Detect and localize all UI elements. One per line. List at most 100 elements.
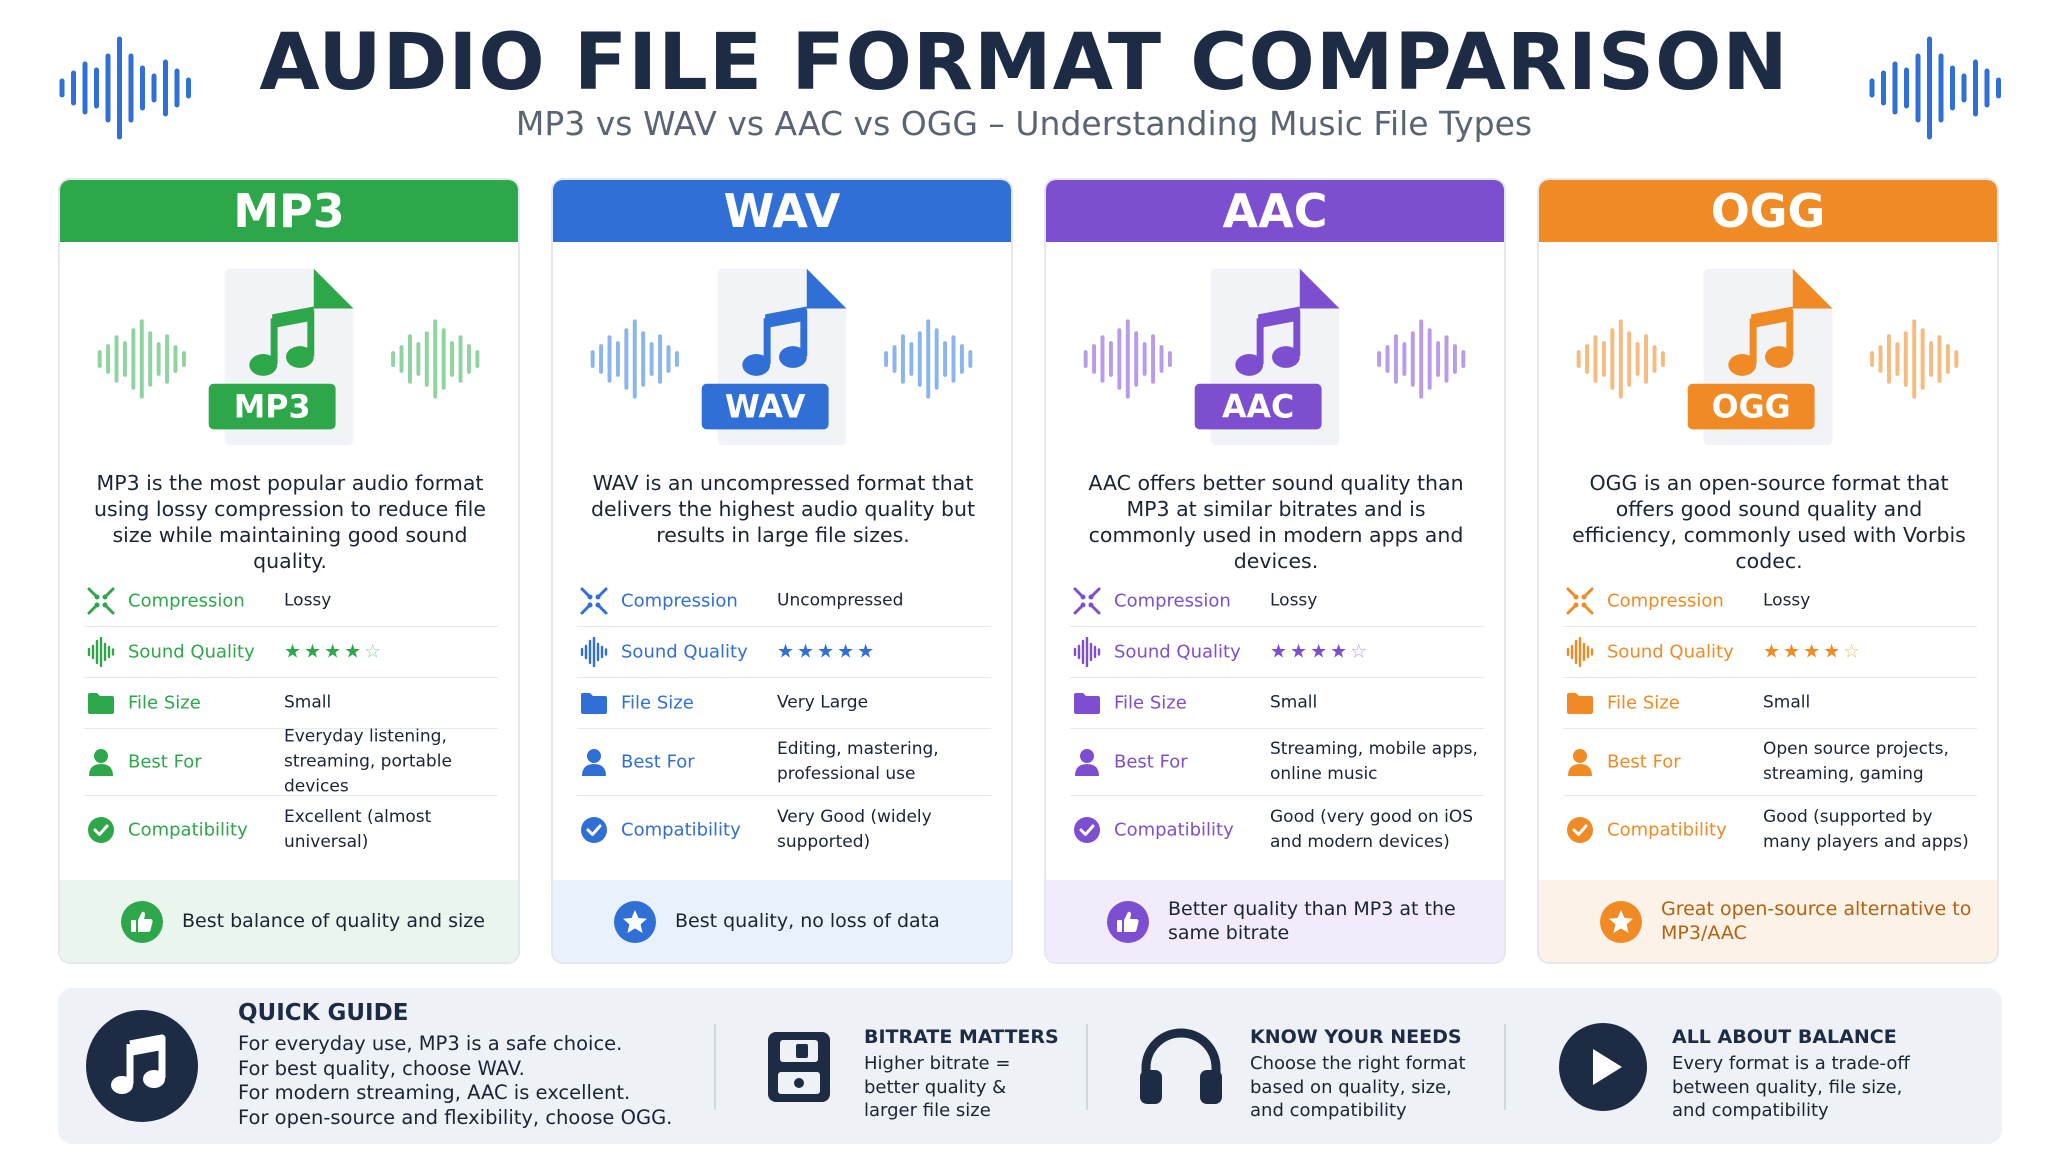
spec-row-file-size: File Size Small xyxy=(1070,678,1484,729)
tip-line: larger file size xyxy=(864,1100,991,1121)
headphones-icon xyxy=(1140,1028,1222,1104)
star-icon xyxy=(1600,901,1642,943)
compress-icon xyxy=(1566,587,1594,615)
music-note-icon xyxy=(1235,306,1301,376)
spec-value: Everyday listening, streaming, portable … xyxy=(284,726,452,797)
folder-icon xyxy=(1074,693,1100,714)
card-header: AAC xyxy=(1046,180,1504,242)
spec-row-sound-quality: Sound Quality ★★★★★ xyxy=(577,627,991,678)
floppy-disk-icon xyxy=(768,1032,830,1102)
tip-title: ALL ABOUT BALANCE xyxy=(1672,1026,1897,1048)
format-card-aac: AAC AAC AAC offers better sound quality th… xyxy=(1044,178,1506,964)
compress-icon xyxy=(1073,587,1101,615)
sound-wave-icon xyxy=(59,36,191,140)
tip-line: and compatibility xyxy=(1672,1100,1829,1121)
spec-value: Uncompressed xyxy=(777,590,904,611)
spec-row-compatibility: Compatibility Good (supported by many pla… xyxy=(1563,796,1977,863)
tip-title: BITRATE MATTERS xyxy=(864,1026,1059,1048)
music-note-icon xyxy=(86,1010,198,1122)
spec-row-sound-quality: Sound Quality ★★★★☆ xyxy=(84,627,498,678)
sound-wave-icon xyxy=(87,637,115,667)
page-subtitle: MP3 vs WAV vs AAC vs OGG – Understanding… xyxy=(515,104,1533,143)
music-note-icon xyxy=(249,306,315,376)
guide-line: For best quality, choose WAV. xyxy=(238,1056,525,1080)
user-icon xyxy=(582,749,606,776)
card-footer-text: Best balance of quality and size xyxy=(182,910,485,932)
spec-row-compatibility: Compatibility Good (very good on iOS and … xyxy=(1070,796,1484,863)
audio-file-illustration: MP3 xyxy=(97,268,480,446)
spec-row-compression: Compression Lossy xyxy=(84,576,498,627)
tip-line: and compatibility xyxy=(1250,1100,1407,1121)
format-card-mp3: MP3 MP3 MP3 is the most popular audio form… xyxy=(58,178,520,964)
format-card-ogg: OGG OGG OGG is an open-source format that … xyxy=(1537,178,1999,964)
music-note-icon xyxy=(1728,306,1794,376)
spec-row-compression: Compression Uncompressed xyxy=(577,576,991,627)
tip-line: Choose the right format xyxy=(1250,1053,1466,1074)
sound-wave-icon xyxy=(1083,319,1172,399)
spec-label: Sound Quality xyxy=(1607,641,1734,663)
spec-row-file-size: File Size Very Large xyxy=(577,678,991,729)
spec-list: Compression Lossy Sound Quality ★★★★☆ File S… xyxy=(1563,576,1977,863)
user-icon xyxy=(89,749,113,776)
spec-label: File Size xyxy=(128,692,201,714)
format-description: MP3 is the most popular audio format usi… xyxy=(94,471,486,573)
thumbs-up-icon xyxy=(1107,901,1149,943)
card-header: WAV xyxy=(553,180,1011,242)
spec-row-compatibility: Compatibility Excellent (almost universal… xyxy=(84,796,498,863)
rating-stars: ★★★★☆ xyxy=(284,640,498,665)
rating-stars: ★★★★☆ xyxy=(1270,640,1484,665)
star-icon: ★★★★ xyxy=(1763,640,1844,663)
rating-stars: ★★★★★ xyxy=(777,640,991,665)
spec-value: Small xyxy=(1270,692,1318,713)
tip-line: Higher bitrate = xyxy=(864,1053,1011,1074)
spec-label: Compression xyxy=(1114,590,1231,612)
card-header: OGG xyxy=(1539,180,1997,242)
spec-label: File Size xyxy=(1114,692,1187,714)
spec-label: Best For xyxy=(1607,751,1681,773)
spec-row-best-for: Best For Streaming, mobile apps, online m… xyxy=(1070,729,1484,796)
compress-icon xyxy=(580,587,608,615)
spec-row-best-for: Best For Everyday listening, streaming, p… xyxy=(84,727,498,797)
spec-list: Compression Lossy Sound Quality ★★★★☆ File S… xyxy=(84,576,498,863)
check-circle-icon xyxy=(1567,816,1593,843)
card-footer: Best balance of quality and size xyxy=(60,880,518,962)
tip-line: better quality & xyxy=(864,1076,1007,1098)
page-title: AUDIO FILE FORMAT COMPARISON xyxy=(259,18,1789,108)
format-badge-label: MP3 xyxy=(234,389,311,425)
sound-wave-icon xyxy=(1870,319,1959,399)
format-badge-label: WAV xyxy=(725,389,806,425)
star-icon: ★★★★★ xyxy=(777,640,878,663)
divider xyxy=(1504,1024,1506,1110)
tip-line: based on quality, size, xyxy=(1250,1076,1452,1098)
check-circle-icon xyxy=(88,816,114,843)
spec-value: Very Large xyxy=(777,692,869,713)
guide-line: For modern streaming, AAC is excellent. xyxy=(238,1081,631,1104)
user-icon xyxy=(1568,749,1592,776)
compress-icon xyxy=(87,587,115,615)
spec-label: Compression xyxy=(128,590,245,612)
star-outline-icon: ☆ xyxy=(1843,640,1864,663)
format-card-wav: WAV WAV WAV is an uncompressed format that… xyxy=(551,178,1013,964)
sound-wave-icon xyxy=(1576,319,1665,399)
check-circle-icon xyxy=(581,816,607,843)
sound-wave-icon xyxy=(1869,36,2001,140)
format-badge xyxy=(701,383,829,430)
spec-value: Very Good (widely supported) xyxy=(777,806,932,852)
spec-label: Sound Quality xyxy=(128,641,255,663)
spec-value: Small xyxy=(284,692,332,713)
card-header: MP3 xyxy=(60,180,518,242)
star-outline-icon: ☆ xyxy=(1350,640,1371,663)
spec-row-sound-quality: Sound Quality ★★★★☆ xyxy=(1563,627,1977,678)
sound-wave-icon xyxy=(590,319,679,399)
rating-stars: ★★★★☆ xyxy=(1763,640,1977,665)
folder-icon xyxy=(581,693,607,714)
guide-line: For open-source and flexibility, choose … xyxy=(238,1105,673,1129)
tip-title: KNOW YOUR NEEDS xyxy=(1250,1026,1462,1048)
star-icon: ★★★★ xyxy=(284,640,365,663)
folder-icon xyxy=(1567,693,1593,714)
spec-row-file-size: File Size Small xyxy=(1563,678,1977,729)
spec-value: Lossy xyxy=(1763,590,1811,611)
quick-guide: QUICK GUIDE For everyday use, MP3 is a s… xyxy=(58,988,2002,1144)
format-badge xyxy=(1194,383,1322,430)
card-footer-text: Great open-source alternative to MP3/AAC xyxy=(1661,898,1972,944)
